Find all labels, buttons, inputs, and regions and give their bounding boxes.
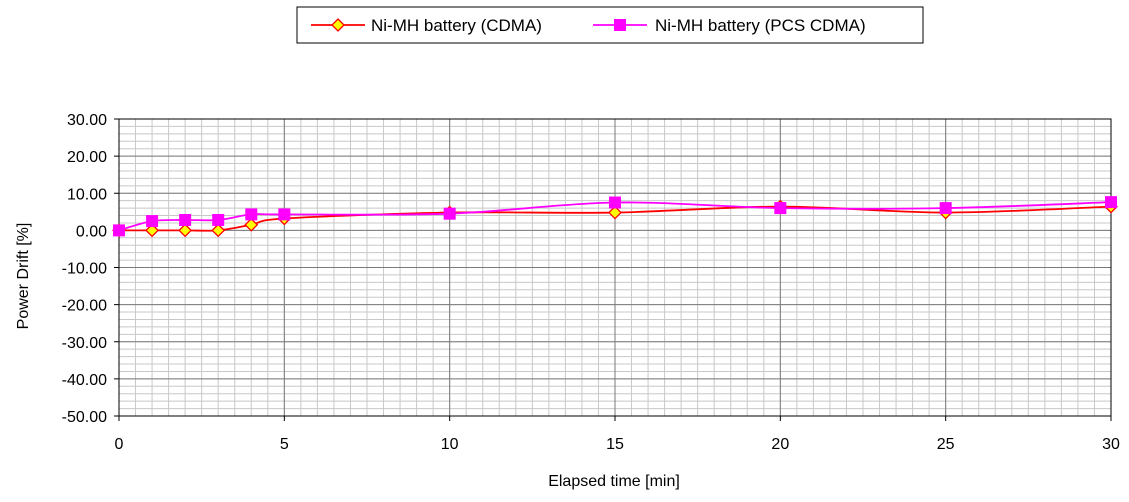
data-point-pcs-cdma	[212, 213, 225, 226]
x-tick-label: 10	[441, 436, 459, 453]
x-tick-label: 0	[115, 436, 124, 453]
data-point-cdma	[244, 217, 259, 232]
x-tick-label: 25	[937, 436, 955, 453]
data-point-pcs-cdma	[179, 213, 192, 226]
data-point-cdma	[145, 223, 159, 238]
x-tick-label: 30	[1102, 436, 1120, 453]
data-point-cdma	[608, 205, 622, 220]
y-tick-label: -10.00	[62, 261, 107, 278]
data-point-pcs-cdma	[609, 196, 621, 209]
data-point-pcs-cdma	[1105, 196, 1117, 209]
y-tick-label: 10.00	[67, 186, 107, 203]
x-tick-label: 15	[606, 436, 624, 453]
data-point-pcs-cdma	[939, 202, 952, 215]
x-tick-label: 20	[771, 436, 789, 453]
legend-label-pcs-cdma: Ni-MH battery (PCS CDMA)	[655, 16, 866, 35]
y-tick-label: 30.00	[67, 112, 107, 129]
y-tick-label: -50.00	[62, 409, 107, 426]
legend-marker-cdma	[331, 18, 345, 32]
legend-marker-pcs-cdma	[614, 19, 626, 31]
y-tick-label: -30.00	[62, 335, 107, 352]
legend-label-cdma: Ni-MH battery (CDMA)	[371, 16, 542, 35]
legend: Ni-MH battery (CDMA) Ni-MH battery (PCS C…	[296, 6, 924, 44]
data-point-cdma	[178, 223, 193, 238]
x-tick-label: 5	[280, 436, 289, 453]
y-tick-label: -20.00	[62, 298, 107, 315]
y-axis-label: Power Drift [%]	[15, 223, 32, 330]
data-point-pcs-cdma	[146, 215, 159, 228]
data-point-pcs-cdma	[278, 208, 291, 221]
data-point-cdma	[211, 223, 226, 238]
x-axis-label: Elapsed time [min]	[548, 473, 680, 490]
data-point-pcs-cdma	[443, 207, 456, 220]
y-tick-label: 20.00	[67, 149, 107, 166]
y-tick-label: -40.00	[62, 372, 107, 389]
data-point-pcs-cdma	[245, 208, 258, 221]
plot-area: 30.00 20.00 10.00 0.00 -10.00 -20.00 -30.00 -40…	[62, 112, 1120, 453]
data-point-pcs-cdma	[774, 202, 787, 215]
data-point-pcs-cdma	[113, 224, 125, 237]
y-tick-label: 0.00	[76, 223, 107, 240]
